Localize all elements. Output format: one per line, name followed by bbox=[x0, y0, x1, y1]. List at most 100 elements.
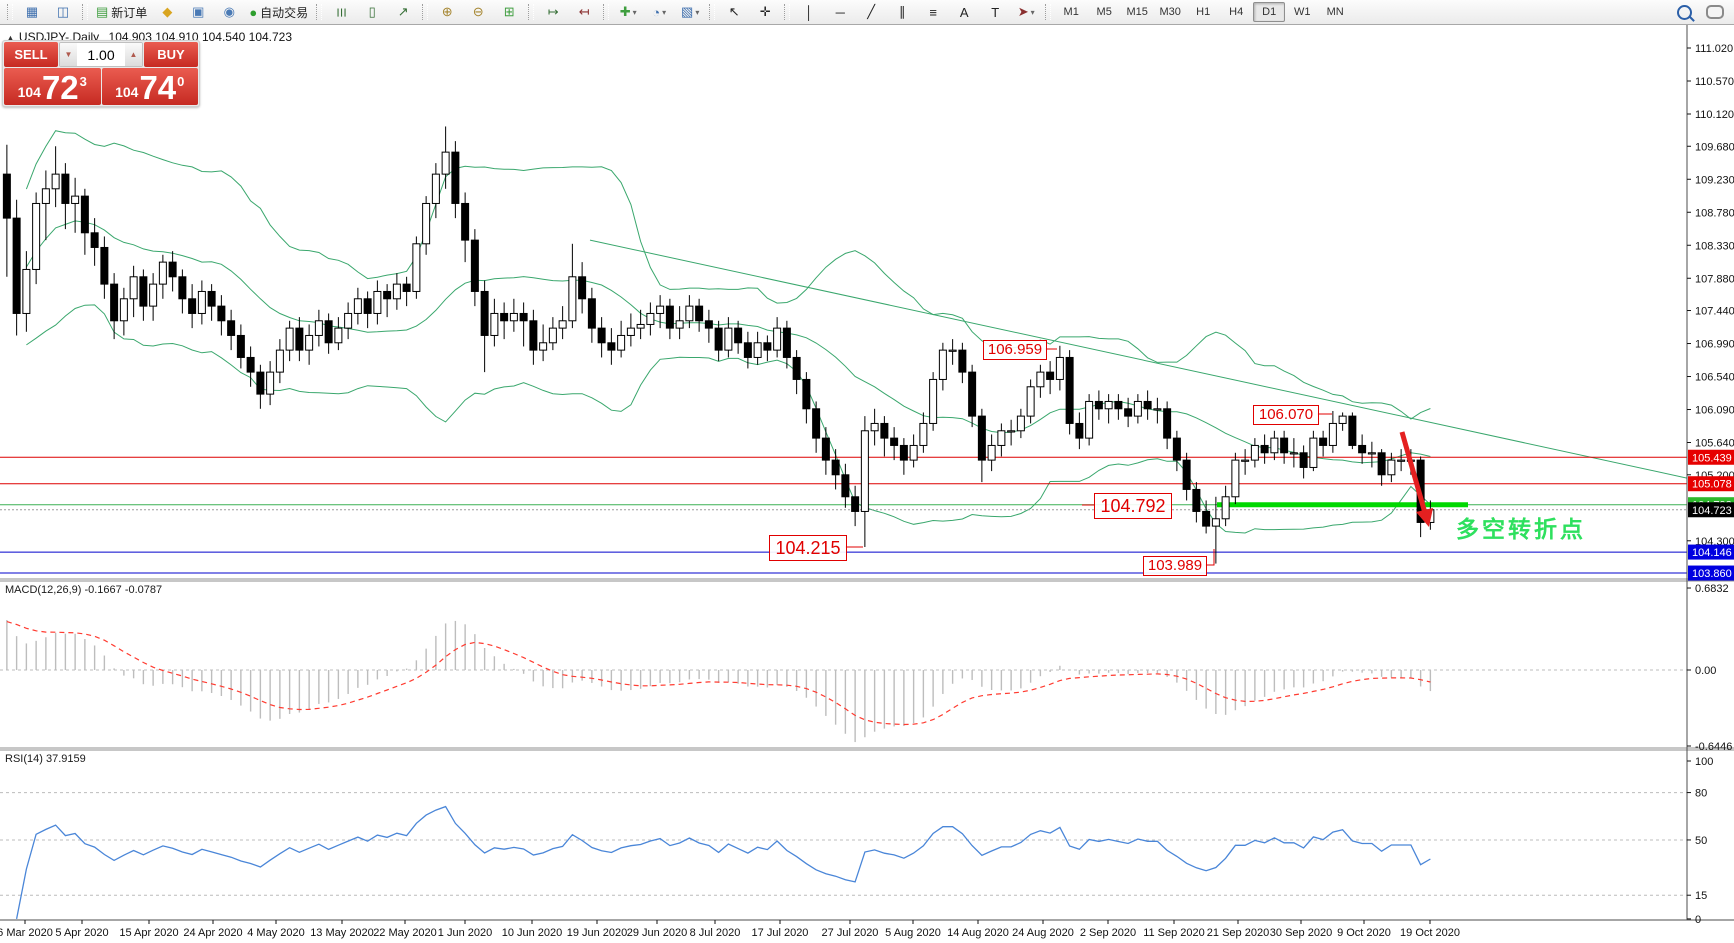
toolbar-grip bbox=[316, 4, 323, 20]
zoom-out-button[interactable]: ⊖ bbox=[463, 1, 493, 23]
chat-button[interactable] bbox=[1700, 1, 1730, 23]
main-chart-area bbox=[0, 126, 1687, 574]
timeframe-d1-button[interactable]: D1 bbox=[1253, 2, 1286, 22]
candle-body bbox=[851, 496, 860, 512]
chart-shift-button[interactable]: ↤ bbox=[569, 1, 599, 23]
data-window-button[interactable]: ◫ bbox=[48, 1, 78, 23]
toolbar-grip bbox=[82, 4, 88, 20]
timeframe-m1-button[interactable]: M1 bbox=[1063, 6, 1079, 18]
fibonacci-button[interactable]: ≡ bbox=[918, 1, 948, 23]
text-label-button[interactable]: T bbox=[980, 1, 1010, 23]
tile-windows-button[interactable]: ⊞ bbox=[494, 1, 524, 23]
candle-body bbox=[480, 290, 489, 336]
timeframe-h4-button[interactable]: H4 bbox=[1229, 6, 1244, 18]
equidistant-channel-button[interactable]: ∥ bbox=[887, 1, 917, 23]
volume-increase-button[interactable]: ▲ bbox=[125, 43, 142, 66]
candle-body bbox=[363, 298, 372, 314]
candle-body bbox=[909, 444, 918, 461]
depth-of-market-icon: ◆ bbox=[162, 4, 173, 19]
timeframe-m15-button[interactable]: M15 bbox=[1126, 6, 1148, 18]
text-button[interactable]: A bbox=[949, 1, 979, 23]
price-callout[interactable]: 104.792 bbox=[1094, 493, 1172, 519]
indicators-button[interactable]: ✚ ▾ bbox=[613, 1, 643, 23]
timeframe-h1-button[interactable]: H1 bbox=[1196, 6, 1211, 18]
candle-body bbox=[1026, 386, 1035, 417]
zoom-in-button[interactable]: ⊕ bbox=[432, 1, 462, 23]
candle-body bbox=[1241, 459, 1250, 462]
candle-body bbox=[1250, 444, 1259, 461]
trendline-button[interactable]: ╱ bbox=[856, 1, 886, 23]
vertical-line-button[interactable]: │ bbox=[794, 1, 824, 23]
rsi-tick-label: 15 bbox=[1695, 890, 1707, 902]
auto-scroll-button[interactable]: ↦ bbox=[538, 1, 568, 23]
timeframe-w1-button[interactable]: W1 bbox=[1293, 6, 1311, 18]
price-callout[interactable]: 104.215 bbox=[769, 535, 847, 561]
buy-price-big: 74 bbox=[139, 69, 177, 106]
turning-point-annotation[interactable]: 多空转折点 bbox=[1456, 516, 1586, 542]
price-callout[interactable]: 106.070 bbox=[1253, 405, 1319, 425]
horizontal-line-button[interactable]: ─ bbox=[825, 1, 855, 23]
toolbar-grip bbox=[7, 4, 13, 20]
candle-body bbox=[831, 459, 840, 476]
terminal-button[interactable]: ▣ bbox=[183, 1, 213, 23]
candle-body bbox=[1328, 422, 1337, 446]
periods-button[interactable]: ◔ ▾ bbox=[644, 1, 674, 23]
search-button[interactable] bbox=[1669, 1, 1699, 23]
timeframe-mn-button[interactable]: MN bbox=[1326, 6, 1344, 18]
candle-body bbox=[139, 276, 148, 307]
candlestick-chart-icon: ▯ bbox=[368, 4, 376, 19]
candle-body bbox=[548, 327, 557, 344]
candle-body bbox=[470, 239, 479, 292]
candle-body bbox=[1016, 415, 1025, 432]
candlestick-chart-button[interactable]: ▯ bbox=[357, 1, 387, 23]
crosshair-button[interactable]: ✛ bbox=[750, 1, 780, 23]
candle-body bbox=[519, 312, 528, 322]
line-chart-button[interactable]: ↗ bbox=[388, 1, 418, 23]
timeframe-m30-button[interactable]: M30 bbox=[1159, 6, 1181, 18]
sell-arrow[interactable] bbox=[1399, 431, 1428, 514]
buy-button[interactable]: BUY bbox=[144, 42, 198, 67]
candle-body bbox=[587, 298, 596, 329]
depth-of-market-button[interactable]: ◆ bbox=[152, 1, 182, 23]
candle-body bbox=[568, 276, 577, 322]
candle-body bbox=[373, 290, 382, 314]
candle-body bbox=[870, 422, 879, 432]
sell-button[interactable]: SELL bbox=[4, 42, 58, 67]
buy-price-button[interactable]: 104 74 0 bbox=[101, 68, 198, 106]
price-marker-box bbox=[1688, 449, 1734, 465]
volume-decrease-button[interactable]: ▼ bbox=[60, 43, 77, 66]
timeframe-m5-button[interactable]: M5 bbox=[1096, 6, 1112, 18]
bar-chart-button[interactable]: ☰ bbox=[326, 1, 356, 23]
fibonacci-icon: ≡ bbox=[929, 4, 937, 20]
chat-icon bbox=[1706, 5, 1724, 19]
cursor-button[interactable]: ↖ bbox=[719, 1, 749, 23]
templates-button[interactable]: ▧ ▾ bbox=[675, 1, 705, 23]
candle-body bbox=[860, 430, 869, 512]
horizontal-line-icon: ─ bbox=[835, 4, 845, 20]
sell-arrow-head bbox=[1416, 508, 1433, 527]
candle-body bbox=[1309, 437, 1318, 468]
price-tick-label: 109.680 bbox=[1695, 141, 1734, 153]
arrows-button[interactable]: ➤ ▾ bbox=[1011, 1, 1041, 23]
price-tick-label: 107.880 bbox=[1695, 273, 1734, 285]
sell-price-pip: 3 bbox=[79, 74, 87, 89]
candle-body bbox=[509, 312, 518, 322]
candle-body bbox=[734, 327, 743, 344]
descending-trendline[interactable] bbox=[589, 239, 1687, 479]
autotrading-button[interactable]: ● 自动交易 bbox=[245, 1, 312, 23]
zoom-out-icon: ⊖ bbox=[472, 4, 484, 19]
rsi-window bbox=[0, 792, 1687, 919]
candle-body bbox=[1231, 459, 1240, 498]
price-callout[interactable]: 103.989 bbox=[1143, 556, 1207, 576]
new-order-button[interactable]: ▤ 新订单 bbox=[92, 1, 151, 23]
collapse-panel-icon[interactable]: ▲ bbox=[6, 33, 15, 43]
price-callout[interactable]: 106.959 bbox=[983, 340, 1047, 360]
candle-body bbox=[1065, 356, 1074, 424]
candle-body bbox=[334, 327, 343, 344]
volume-input[interactable] bbox=[77, 43, 125, 66]
sell-price-button[interactable]: 104 72 3 bbox=[4, 68, 101, 105]
chart-window-button[interactable]: ▦ bbox=[17, 1, 47, 23]
signals-button[interactable]: ◉ bbox=[214, 1, 244, 23]
date-label: 10 Jun 2020 bbox=[502, 927, 563, 939]
